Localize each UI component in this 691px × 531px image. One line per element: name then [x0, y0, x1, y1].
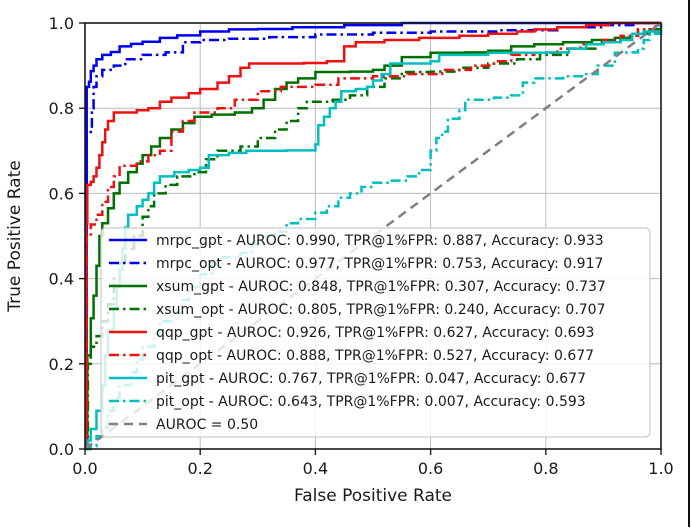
roc-curve-qqp_opt	[85, 21, 661, 451]
legend-label-pit_gpt: pit_gpt - AUROC: 0.767, TPR@1%FPR: 0.047…	[156, 371, 586, 387]
legend-label-xsum_opt: xsum_opt - AUROC: 0.805, TPR@1%FPR: 0.24…	[156, 302, 606, 318]
window-edge	[688, 0, 690, 527]
tick-labels: 0.0 0.2 0.4 0.6 0.8 1.0 0.0 0.2 0.4 0.6 0.8 1.0	[49, 14, 674, 478]
y-axis-label: True Positive Rate	[5, 160, 25, 312]
legend-box	[100, 227, 651, 438]
x-tick-label: 0.2	[187, 459, 212, 478]
roc-curve-mrpc_gpt	[85, 21, 661, 451]
roc-curve-mrpc_opt	[85, 21, 661, 451]
legend-label-mrpc_opt: mrpc_opt - AUROC: 0.977, TPR@1%FPR: 0.75…	[156, 256, 603, 272]
axes-spines	[84, 22, 662, 450]
y-tick-label: 1.0	[49, 14, 74, 33]
y-tick-label: 0.2	[49, 355, 74, 374]
x-tick-label: 0.8	[533, 459, 558, 478]
legend: mrpc_gpt - AUROC: 0.990, TPR@1%FPR: 0.88…	[100, 227, 651, 438]
x-tick-label: 0.4	[303, 459, 328, 478]
y-tick-label: 0.4	[49, 270, 74, 289]
roc-curve-xsum_gpt	[85, 23, 663, 451]
x-axis-label: False Positive Rate	[294, 486, 452, 506]
x-tick-label: 1.0	[648, 459, 673, 478]
legend-label-qqp_opt: qqp_opt - AUROC: 0.888, TPR@1%FPR: 0.527…	[156, 348, 594, 364]
y-tick-label: 0.6	[49, 184, 74, 203]
legend-label-pit_opt: pit_opt - AUROC: 0.643, TPR@1%FPR: 0.007…	[156, 394, 586, 410]
roc-curve-qqp_gpt	[84, 21, 661, 451]
legend-label-mrpc_gpt: mrpc_gpt - AUROC: 0.990, TPR@1%FPR: 0.88…	[156, 233, 604, 249]
tick-marks	[79, 22, 662, 455]
legend-label-chance: AUROC = 0.50	[156, 417, 258, 433]
y-tick-label: 0.0	[49, 440, 74, 459]
x-tick-label: 0.6	[418, 459, 443, 478]
legend-label-qqp_gpt: qqp_gpt - AUROC: 0.926, TPR@1%FPR: 0.627…	[156, 325, 594, 341]
y-tick-label: 0.8	[49, 99, 74, 118]
x-tick-label: 0.0	[72, 459, 97, 478]
legend-label-xsum_gpt: xsum_gpt - AUROC: 0.848, TPR@1%FPR: 0.30…	[156, 279, 606, 295]
